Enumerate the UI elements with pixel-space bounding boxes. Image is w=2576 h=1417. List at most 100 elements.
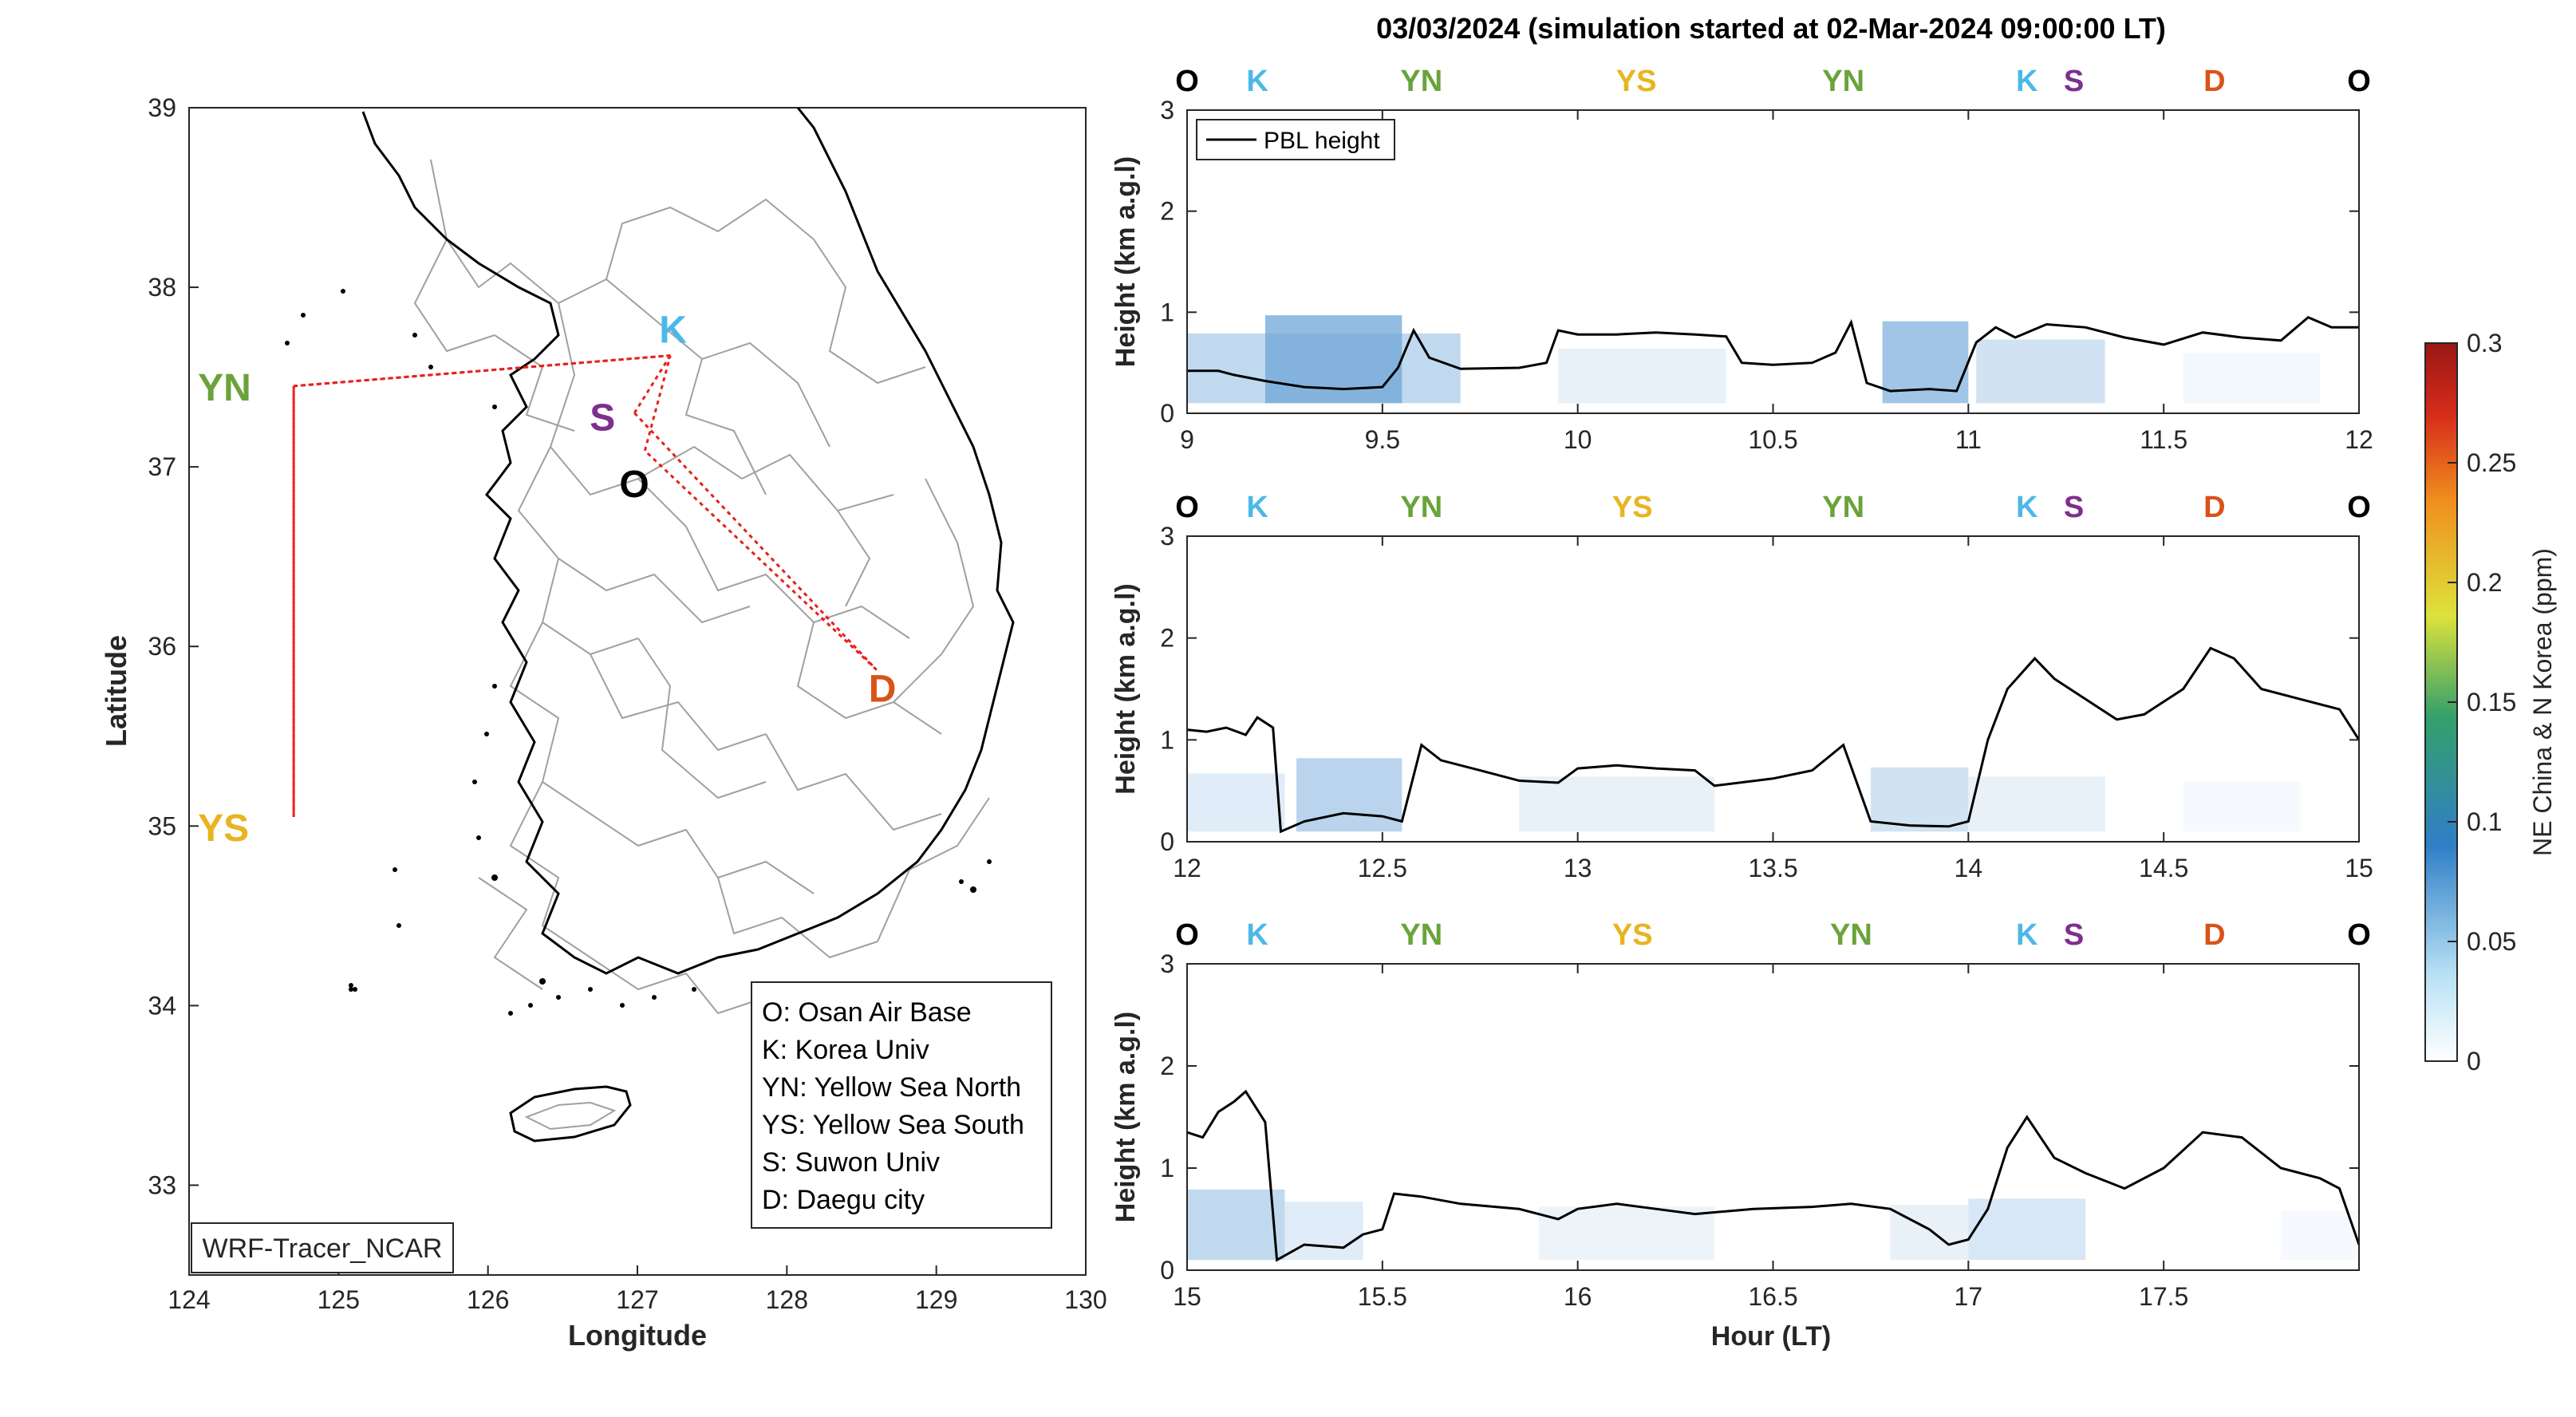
figure-title: 03/03/2024 (simulation started at 02-Mar… <box>1376 12 2166 45</box>
ytick-label: 0 <box>1160 399 1174 428</box>
site-marker-k: K <box>1246 65 1268 98</box>
map-xtick-label: 129 <box>915 1285 957 1314</box>
xtick-label: 12 <box>1173 854 1201 882</box>
map-ytick-label: 35 <box>148 811 176 840</box>
site-marker-k: K <box>1246 918 1268 952</box>
panel-3: 15 15.5 16 16.5 17 17.5 0 1 2 3 Height (km a.g.l) O… <box>1110 918 2371 1311</box>
site-marker-k: K <box>2016 65 2038 98</box>
tracer-shading <box>1558 348 1726 404</box>
site-marker-yn: YN <box>1822 491 1864 524</box>
map-ytick-label: 34 <box>148 991 176 1020</box>
site-marker-o: O <box>1175 491 1199 524</box>
site-legend: O: Osan Air Base K: Korea Univ YN: Yellow … <box>762 997 1024 1215</box>
xtick-label: 17.5 <box>2139 1282 2188 1311</box>
map-site-label-ys: YS <box>198 807 249 850</box>
map-ytick-label: 39 <box>148 93 176 122</box>
map-site-label-o: O <box>619 464 649 506</box>
tracer-shading <box>1264 315 1402 404</box>
site-marker-ys: YS <box>1612 491 1653 524</box>
map-site-label-d: D <box>869 668 897 710</box>
tracer-shading <box>1187 773 1285 832</box>
site-marker-s: S <box>2064 65 2084 98</box>
tracer-shading <box>1976 339 2105 404</box>
xtick-label: 12 <box>2345 425 2373 454</box>
xtick-label: 13 <box>1564 854 1592 882</box>
colorbar-tick-label: 0.05 <box>2467 927 2516 956</box>
map-xtick-label: 128 <box>766 1285 808 1314</box>
site-marker-yn: YN <box>1400 918 1442 952</box>
tracer-shading <box>1284 1202 1363 1261</box>
colorbar-tick-label: 0 <box>2467 1047 2481 1076</box>
map-ylabel: Latitude <box>100 635 132 747</box>
tracer-shading <box>1538 1206 1715 1261</box>
ytick-label: 0 <box>1160 1256 1174 1285</box>
ytick-label: 2 <box>1160 1052 1174 1080</box>
ytick-label: 1 <box>1160 1154 1174 1182</box>
site-marker-s: S <box>2064 918 2084 952</box>
map-xtick-label: 125 <box>318 1285 360 1314</box>
pbl-height-line <box>1186 1089 2361 1262</box>
site-marker-o: O <box>1175 65 1199 98</box>
tracer-shading <box>2183 353 2321 404</box>
site-legend-entry: YS: Yellow Sea South <box>762 1110 1024 1140</box>
colorbar-tick-label: 0.3 <box>2467 329 2502 357</box>
map-ticks: 124 125 126 127 128 129 130 33 34 35 36 37 38 39 <box>148 93 1107 1314</box>
xtick-label: 11.5 <box>2140 425 2187 454</box>
colorbar-label: NE China & N Korea (ppm) <box>2528 548 2557 856</box>
ytick-label: 3 <box>1160 522 1174 551</box>
map-site-label-k: K <box>659 310 687 352</box>
ytick-label: 0 <box>1160 827 1174 856</box>
tracer-shading <box>2183 782 2301 832</box>
path-O-to-K <box>643 355 672 452</box>
x-axis-label: Hour (LT) <box>1711 1321 1831 1352</box>
colorbar-tick-label: 0.1 <box>2467 807 2502 836</box>
site-marker-s: S <box>2064 491 2084 524</box>
map-ytick-label: 38 <box>148 273 176 302</box>
panel-background <box>1187 964 2359 1270</box>
map-site-label-yn: YN <box>198 367 251 409</box>
site-marker-o: O <box>2347 918 2371 952</box>
xtick-label: 15 <box>1173 1282 1201 1311</box>
model-label: WRF-Tracer_NCAR <box>203 1233 443 1264</box>
site-legend-entry: O: Osan Air Base <box>762 997 972 1028</box>
map-xtick-label: 130 <box>1064 1285 1107 1314</box>
y-axis-label: Height (km a.g.l) <box>1110 156 1141 367</box>
ytick-label: 2 <box>1160 197 1174 226</box>
xtick-label: 13.5 <box>1748 854 1797 882</box>
pbl-legend-label: PBL height <box>1264 128 1380 154</box>
path-S-to-D <box>633 412 878 671</box>
tracer-shading <box>1968 776 2105 832</box>
xtick-label: 14.5 <box>2139 854 2188 882</box>
ytick-label: 2 <box>1160 624 1174 653</box>
tracer-shading <box>2281 1210 2359 1261</box>
site-marker-yn: YN <box>1400 491 1442 524</box>
path-D-to-O <box>644 449 878 671</box>
colorbar-tick-label: 0.2 <box>2467 568 2502 597</box>
tracer-shading <box>1968 1198 2086 1261</box>
xtick-label: 16.5 <box>1748 1282 1797 1311</box>
xtick-label: 10 <box>1564 425 1592 454</box>
colorbar-ticks: 0 0.05 0.1 0.15 0.2 0.25 0.3 <box>2448 329 2516 1076</box>
map-ytick-label: 33 <box>148 1170 176 1199</box>
site-marker-yn: YN <box>1822 65 1864 98</box>
xtick-label: 16 <box>1564 1282 1592 1311</box>
xtick-label: 9 <box>1180 425 1194 454</box>
korea-coastline <box>361 108 1015 975</box>
tracer-shading <box>1890 1205 1969 1261</box>
map-site-label-s: S <box>590 397 615 440</box>
site-marker-ys: YS <box>1612 918 1653 952</box>
site-marker-o: O <box>1175 918 1199 952</box>
map-xtick-label: 127 <box>616 1285 658 1314</box>
tracer-shading <box>1519 776 1715 832</box>
site-marker-yn: YN <box>1830 918 1872 952</box>
ytick-label: 3 <box>1160 96 1174 124</box>
site-legend-entry: YN: Yellow Sea North <box>762 1072 1021 1103</box>
map-panel: 124 125 126 127 128 129 130 33 34 35 36 37 38 39 K SO D… <box>100 93 1107 1352</box>
map-xtick-label: 126 <box>467 1285 509 1314</box>
xtick-label: 12.5 <box>1358 854 1407 882</box>
site-marker-ys: YS <box>1616 65 1657 98</box>
xtick-label: 15.5 <box>1358 1282 1407 1311</box>
map-ytick-label: 37 <box>148 452 176 481</box>
